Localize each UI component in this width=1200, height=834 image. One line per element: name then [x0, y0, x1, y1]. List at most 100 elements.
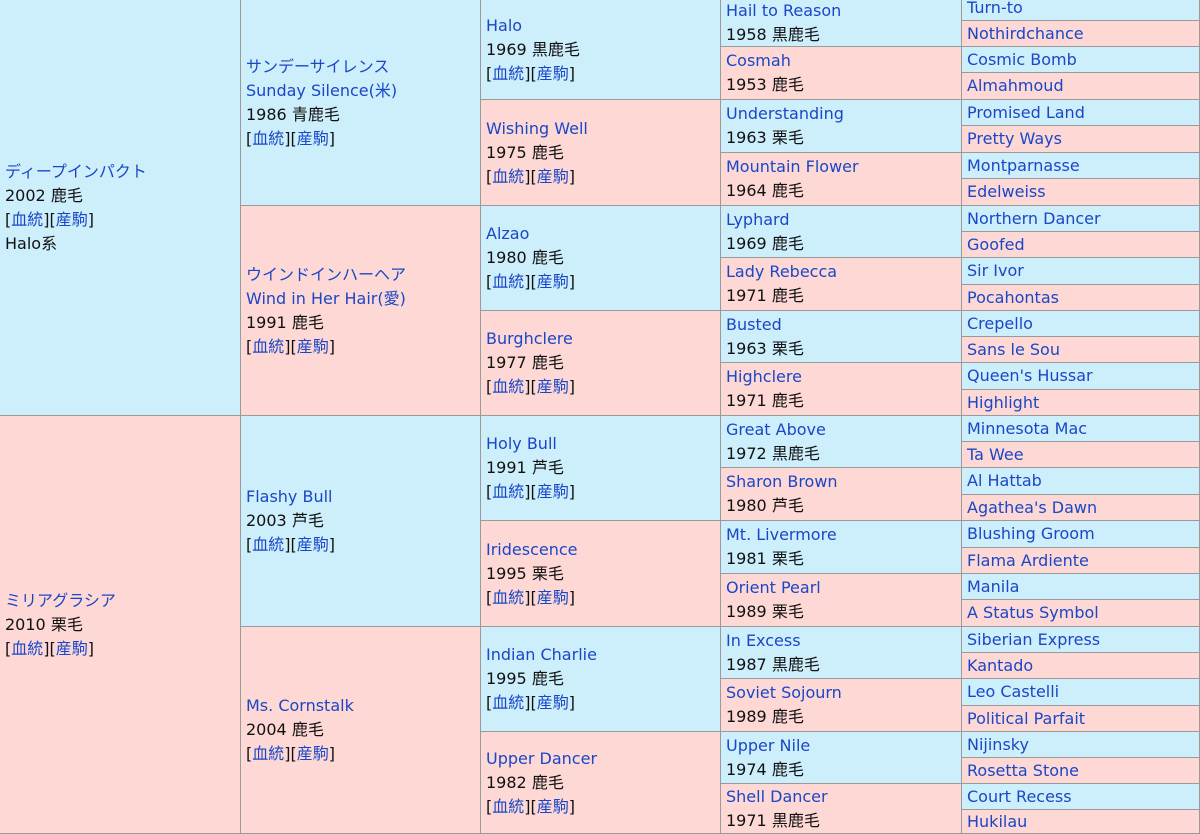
horse-name-link[interactable]: Siberian Express: [967, 630, 1101, 649]
horse-g1-2: Flashy Bull 2003 芦毛 [血統][産駒]: [241, 416, 481, 627]
horse-name-link[interactable]: Lyphard: [726, 209, 790, 229]
horse-name-link[interactable]: ディープインパクト: [5, 161, 147, 181]
pedigree-link[interactable]: 血統: [492, 166, 525, 186]
progeny-link[interactable]: 産駒: [536, 272, 569, 291]
horse-name-link[interactable]: Busted: [726, 314, 782, 334]
progeny-link[interactable]: 産駒: [536, 377, 569, 396]
horse-main-dam: ミリアグラシア 2010 栗毛 [血統][産駒]: [0, 416, 241, 834]
horse-name-link[interactable]: Burghclere: [486, 329, 573, 348]
pedigree-link[interactable]: 血統: [252, 128, 285, 148]
pedigree-link[interactable]: 血統: [11, 209, 44, 229]
horse-name-link[interactable]: Agathea's Dawn: [967, 498, 1098, 517]
horse-name-link[interactable]: Flama Ardiente: [967, 551, 1089, 570]
horse-name-link[interactable]: Crepello: [967, 314, 1033, 333]
pedigree-link[interactable]: 血統: [492, 587, 525, 607]
horse-name-link[interactable]: Nothirdchance: [967, 24, 1084, 43]
horse-name-link[interactable]: Upper Dancer: [486, 748, 598, 768]
horse-name-link[interactable]: Orient Pearl: [726, 578, 821, 597]
progeny-link[interactable]: 産駒: [536, 63, 569, 83]
horse-name-link[interactable]: Turn-to: [967, 0, 1023, 17]
pedigree-link[interactable]: 血統: [252, 535, 285, 554]
horse-name-link[interactable]: Sir Ivor: [967, 261, 1024, 280]
horse-name-link[interactable]: Alzao: [486, 224, 530, 243]
horse-name-link[interactable]: Highclere: [726, 367, 802, 386]
horse-name-ja-link[interactable]: サンデーサイレンス: [246, 56, 390, 76]
progeny-link[interactable]: 産駒: [536, 693, 569, 712]
pedigree-link[interactable]: 血統: [252, 336, 285, 356]
horse-name-link[interactable]: Upper Nile: [726, 735, 811, 755]
horse-name-link[interactable]: Nijinsky: [967, 735, 1029, 754]
pedigree-link[interactable]: 血統: [492, 377, 525, 396]
horse-name-link[interactable]: A Status Symbol: [967, 603, 1099, 622]
horse-name-link[interactable]: Ta Wee: [967, 445, 1024, 464]
horse-name-link[interactable]: Ms. Cornstalk: [246, 696, 354, 715]
pedigree-link[interactable]: 血統: [252, 744, 285, 763]
horse-name-link[interactable]: Sharon Brown: [726, 472, 838, 491]
horse-name-link[interactable]: ミリアグラシア: [5, 590, 116, 610]
horse-name-link[interactable]: Sunday Silence(米): [246, 80, 398, 100]
pedigree-link[interactable]: 血統: [492, 272, 525, 291]
horse-name-link[interactable]: Great Above: [726, 419, 826, 439]
horse-name-link[interactable]: Flashy Bull: [246, 487, 333, 506]
progeny-link[interactable]: 産駒: [296, 744, 329, 763]
horse-name-link[interactable]: Understanding: [726, 104, 844, 123]
progeny-link[interactable]: 産駒: [296, 336, 329, 356]
horse-name-link[interactable]: Kantado: [967, 656, 1034, 675]
horse-g2-5: Iridescence 1995 栗毛 [血統][産駒]: [481, 521, 721, 627]
horse-name-link[interactable]: Manila: [967, 577, 1020, 596]
horse-name-link[interactable]: Blushing Groom: [967, 524, 1095, 543]
progeny-link[interactable]: 産駒: [536, 796, 569, 816]
horse-name-link[interactable]: Halo: [486, 15, 523, 35]
horse-name-link[interactable]: Iridescence: [486, 539, 578, 559]
horse-g4-15: Highlight: [962, 390, 1200, 416]
horse-name-link[interactable]: Rosetta Stone: [967, 761, 1080, 780]
progeny-link[interactable]: 産駒: [536, 166, 569, 186]
horse-name-link[interactable]: Montparnasse: [967, 156, 1080, 175]
progeny-link[interactable]: 産駒: [536, 587, 569, 607]
horse-name-link[interactable]: Sans le Sou: [967, 340, 1060, 359]
progeny-link[interactable]: 産駒: [296, 535, 329, 554]
horse-g4-2: Cosmic Bomb: [962, 47, 1200, 73]
horse-name-link[interactable]: In Excess: [726, 630, 801, 650]
horse-g4-11: Pocahontas: [962, 285, 1200, 311]
horse-name-link[interactable]: Hail to Reason: [726, 1, 842, 20]
horse-name-link[interactable]: Lady Rebecca: [726, 262, 838, 281]
pedigree-link[interactable]: 血統: [492, 693, 525, 712]
horse-name-link[interactable]: Wind in Her Hair(愛): [246, 288, 406, 308]
horse-name-link[interactable]: Goofed: [967, 235, 1025, 254]
horse-name-link[interactable]: Al Hattab: [967, 471, 1042, 490]
pedigree-link[interactable]: 血統: [492, 482, 525, 501]
horse-name-link[interactable]: Minnesota Mac: [967, 419, 1088, 438]
horse-name-link[interactable]: Pocahontas: [967, 288, 1059, 307]
horse-name-link[interactable]: Northern Dancer: [967, 209, 1101, 228]
horse-name-link[interactable]: Edelweiss: [967, 182, 1046, 201]
horse-name-link[interactable]: Leo Castelli: [967, 682, 1060, 701]
horse-g4-3: Almahmoud: [962, 73, 1200, 100]
horse-name-link[interactable]: Almahmoud: [967, 76, 1064, 95]
progeny-link[interactable]: 産駒: [55, 209, 88, 229]
horse-name-link[interactable]: Pretty Ways: [967, 129, 1062, 148]
horse-g2-7: Upper Dancer 1982 鹿毛 [血統][産駒]: [481, 732, 721, 834]
horse-name-link[interactable]: Highlight: [967, 393, 1040, 412]
horse-name-link[interactable]: Political Parfait: [967, 709, 1086, 728]
horse-name-link[interactable]: Hukilau: [967, 812, 1028, 831]
horse-name-link[interactable]: Soviet Sojourn: [726, 683, 842, 702]
progeny-link[interactable]: 産駒: [55, 638, 88, 658]
horse-name-link[interactable]: Shell Dancer: [726, 786, 828, 806]
horse-name-link[interactable]: Queen's Hussar: [967, 366, 1093, 385]
horse-name-link[interactable]: Promised Land: [967, 103, 1085, 122]
progeny-link[interactable]: 産駒: [296, 128, 329, 148]
horse-name-link[interactable]: Cosmah: [726, 51, 791, 70]
horse-name-link[interactable]: Wishing Well: [486, 118, 588, 138]
horse-name-link[interactable]: Mountain Flower: [726, 157, 859, 176]
horse-name-link[interactable]: Mt. Livermore: [726, 525, 837, 544]
horse-name-link[interactable]: Cosmic Bomb: [967, 50, 1077, 69]
progeny-link[interactable]: 産駒: [536, 482, 569, 501]
horse-name-link[interactable]: Holy Bull: [486, 434, 557, 453]
pedigree-link[interactable]: 血統: [492, 796, 525, 816]
pedigree-link[interactable]: 血統: [492, 63, 525, 83]
horse-name-ja-link[interactable]: ウインドインハーヘア: [246, 264, 407, 284]
horse-name-link[interactable]: Court Recess: [967, 787, 1072, 806]
pedigree-link[interactable]: 血統: [11, 638, 44, 658]
horse-name-link[interactable]: Indian Charlie: [486, 645, 597, 664]
